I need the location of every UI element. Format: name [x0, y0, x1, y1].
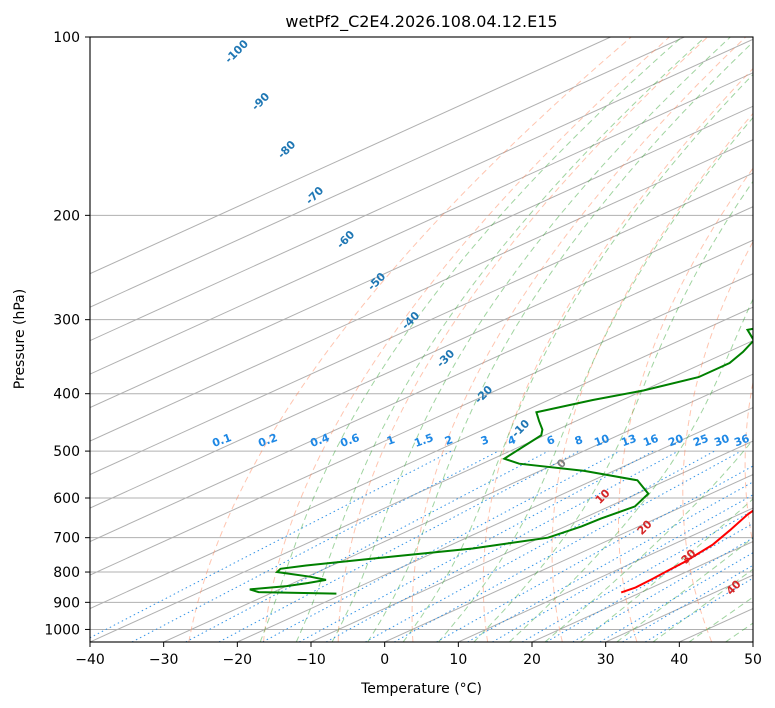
- mixing-ratio-label: 16: [641, 432, 660, 450]
- mixing-ratio-line: [185, 450, 549, 642]
- y-tick-label: 700: [53, 531, 80, 547]
- isotherm-line: [90, 72, 753, 375]
- chart-title: wetPf2_C2E4.2026.108.04.12.E15: [285, 12, 557, 32]
- mixing-ratio-label: 1: [385, 433, 397, 448]
- isotherm-line: [90, 37, 611, 275]
- x-tick-label: 0: [380, 652, 389, 668]
- x-tick-label: −30: [149, 652, 179, 668]
- dewpoint-profile-line: [249, 327, 753, 595]
- mixing-ratio-label: 0.4: [308, 431, 331, 450]
- mixing-ratio-label: 0.2: [256, 431, 279, 450]
- isotherm-line: [90, 172, 753, 476]
- isotherm-line: [384, 474, 753, 642]
- y-axis: 100 200 300 400 500 600 700 800 900 1000: [44, 30, 90, 638]
- isotherm-line: [90, 37, 685, 308]
- x-axis: −40 −30 −20 −10 0 10 20 30 40 50: [75, 642, 762, 668]
- x-tick-label: 30: [597, 652, 615, 668]
- mixing-ratio-label: 30: [712, 432, 731, 450]
- mixing-ratio-label: 6: [545, 433, 557, 448]
- dry-adiabat-line: [682, 240, 753, 642]
- mixing-ratio-line: [467, 481, 753, 642]
- dry-adiabat-line: [744, 379, 753, 546]
- dry-adiabat-line: [482, 67, 753, 642]
- mixing-ratio-label: 1.5: [412, 431, 435, 450]
- isotherm-line: [90, 239, 753, 543]
- y-tick-label: 900: [53, 595, 80, 611]
- mixing-ratio-line: [365, 450, 715, 642]
- mixing-ratio-line: [218, 450, 580, 642]
- y-tick-label: 800: [53, 565, 80, 581]
- isotherm-line: [163, 373, 753, 642]
- mixing-ratio-line: [298, 450, 654, 642]
- mixing-ratio-line: [644, 577, 753, 642]
- moist-adiabat-line: [544, 438, 753, 642]
- y-tick-label: 400: [53, 387, 80, 403]
- moist-adiabat-line: [652, 568, 753, 642]
- temperature-profile-line: [620, 509, 753, 594]
- plot-frame: [89, 36, 754, 643]
- mixing-ratio-label: 36: [732, 432, 751, 450]
- dry-adiabat-line: [411, 37, 747, 642]
- y-tick-label: 200: [53, 208, 80, 224]
- mixing-ratio-label: 13: [619, 432, 638, 449]
- moist-adiabat-line: [438, 116, 753, 642]
- x-tick-label: 20: [523, 652, 541, 668]
- isotherm-line: [90, 139, 753, 442]
- mixing-ratio-label: 4: [506, 433, 518, 448]
- mixing-ratio-line: [492, 494, 753, 642]
- dry-adiabat-line: [618, 167, 753, 642]
- x-tick-label: 50: [744, 652, 762, 668]
- x-tick-label: −20: [223, 652, 253, 668]
- isotherm-line: [90, 38, 753, 342]
- mixing-ratio-line: [325, 450, 679, 642]
- mixing-ratio-line: [599, 552, 753, 642]
- mixing-ratio-label: 10: [592, 432, 611, 450]
- moist-adiabat-line: [367, 41, 753, 642]
- x-axis-label: Temperature (°C): [360, 681, 482, 697]
- moist-adiabat-line: [331, 37, 731, 642]
- isotherm-line: [310, 440, 753, 642]
- isotherm-line: [237, 407, 753, 642]
- moist-adiabat-line: [259, 37, 683, 642]
- y-tick-label: 100: [53, 30, 80, 46]
- mixing-ratio-label: 8: [573, 433, 585, 448]
- mixing-ratio-label: 0.6: [338, 431, 361, 450]
- mixing-ratio-line: [521, 510, 753, 642]
- isotherm-line: [458, 507, 753, 642]
- x-tick-label: 40: [670, 652, 688, 668]
- dry-adiabat-line: [263, 37, 670, 642]
- dry-adiabat-line: [188, 37, 632, 642]
- isotherm-line: [90, 306, 753, 610]
- x-tick-label: −10: [296, 652, 326, 668]
- x-tick-label: −40: [75, 652, 105, 668]
- y-tick-label: 300: [53, 313, 80, 329]
- y-tick-label: 500: [53, 444, 80, 460]
- isotherm-line: [90, 105, 753, 409]
- y-tick-label: 1000: [44, 622, 80, 638]
- mixing-ratio-label: 25: [691, 432, 710, 449]
- y-tick-label: 600: [53, 491, 80, 507]
- moist-adiabat-line: [688, 596, 753, 642]
- mixing-ratio-label: 20: [666, 432, 685, 450]
- y-axis-label: Pressure (hPa): [12, 289, 28, 389]
- dry-adiabat-line: [337, 37, 708, 642]
- plot-area: -100-90-80-70-60-50-40-30-20-10010203040…: [90, 37, 753, 642]
- mixing-ratio-line: [131, 450, 499, 642]
- isotherm-line: [90, 273, 753, 576]
- mixing-ratio-line: [262, 450, 621, 642]
- moist-adiabat-line: [473, 180, 753, 642]
- mixing-ratio-line: [622, 564, 753, 642]
- isotherm-line: [90, 206, 753, 509]
- moist-adiabat-line: [295, 37, 706, 642]
- dry-adiabat-line: [551, 112, 753, 642]
- moist-adiabat-line: [509, 297, 753, 642]
- mixing-ratio-label: 0.1: [210, 431, 233, 450]
- mixing-ratio-label: 2: [443, 433, 455, 448]
- mixing-ratio-label: 3: [479, 433, 491, 448]
- x-tick-label: 10: [449, 652, 467, 668]
- isotherm-line: [90, 340, 753, 642]
- moist-adiabat-line: [402, 73, 753, 642]
